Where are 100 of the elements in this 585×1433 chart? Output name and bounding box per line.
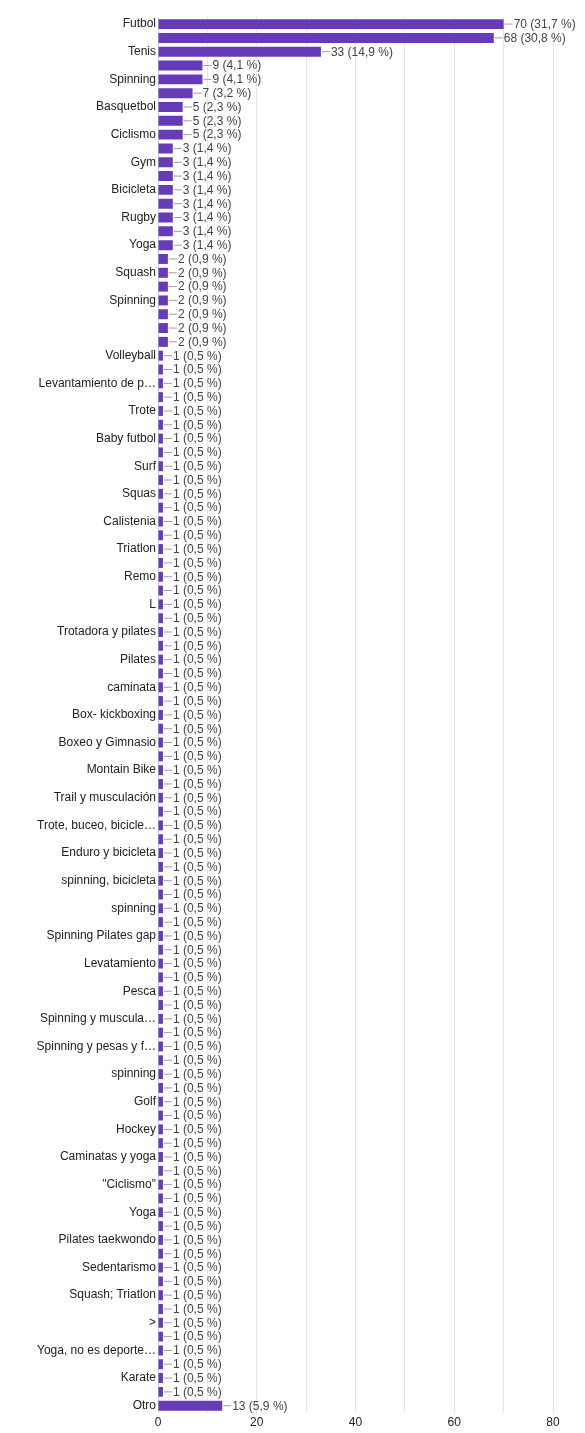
bar [158,1138,163,1149]
y-tick-label: Remo [123,569,157,584]
bar [158,1234,163,1245]
bar [158,1331,163,1342]
y-tick-label: Montain Bike [86,762,157,777]
data-label: 2 (0,9 %) [177,293,227,308]
data-label: 1 (0,5 %) [172,1274,222,1289]
bar [158,1165,163,1176]
data-label: 1 (0,5 %) [172,928,222,943]
y-tick-label: Caminatas y yoga [59,1149,157,1164]
bar [158,1110,163,1121]
data-label: 1 (0,5 %) [172,1191,222,1206]
data-label: 1 (0,5 %) [172,445,222,460]
y-tick-label: Tenis [127,44,156,59]
data-label: 3 (1,4 %) [182,182,232,197]
bar [158,1345,163,1356]
data-label: 1 (0,5 %) [172,348,222,363]
bar [158,903,163,914]
data-label: 1 (0,5 %) [172,1232,222,1247]
bar [158,613,163,624]
bar [158,447,163,458]
x-tick-label: 60 [447,1415,462,1430]
data-label: 1 (0,5 %) [172,376,222,391]
data-label: 1 (0,5 %) [172,1053,222,1068]
bar [158,737,163,748]
data-label: 3 (1,4 %) [182,141,232,156]
data-label: 5 (2,3 %) [192,99,242,114]
data-label: 1 (0,5 %) [172,914,222,929]
y-tick-label: Rugby [121,209,156,224]
data-label: 1 (0,5 %) [172,735,222,750]
data-label: 1 (0,5 %) [172,818,222,833]
bar [158,336,168,347]
bar [158,1262,163,1273]
bar [158,1069,163,1080]
data-label: 1 (0,5 %) [172,1177,222,1192]
bar [158,115,183,126]
bar [158,405,163,416]
y-tick-label: Spinning [109,292,156,307]
data-label: 1 (0,5 %) [172,1163,222,1178]
bar [158,627,163,637]
data-label: 1 (0,5 %) [172,859,222,874]
bar [158,792,163,803]
data-label: 1 (0,5 %) [172,1122,222,1137]
data-label: 1 (0,5 %) [172,528,222,543]
data-label: 1 (0,5 %) [172,749,222,764]
data-label: 5 (2,3 %) [192,113,242,128]
x-tick-label: 80 [546,1415,560,1430]
bar [158,392,163,403]
bar [158,1193,163,1204]
data-label: 3 (1,4 %) [182,224,232,239]
bar [158,267,168,278]
data-label: 1 (0,5 %) [172,942,222,957]
bar [158,1304,163,1314]
y-tick-label: Spinning Pilates gap [46,928,157,943]
bar [158,461,163,472]
y-tick-label: Surf [133,458,157,473]
bar [158,585,163,596]
bar [158,281,168,292]
data-label: 1 (0,5 %) [172,1287,222,1302]
data-label: 9 (4,1 %) [212,58,262,73]
data-label: 1 (0,5 %) [172,403,222,418]
data-label: 1 (0,5 %) [172,583,222,598]
bar [158,709,163,720]
data-label: 2 (0,9 %) [177,279,227,294]
data-label: 1 (0,5 %) [172,997,222,1012]
bar [158,502,163,513]
data-label: 1 (0,5 %) [172,1080,222,1095]
data-label: 2 (0,9 %) [177,251,227,266]
bar [158,557,163,568]
data-label: 1 (0,5 %) [172,1315,222,1330]
bar [158,571,163,582]
data-label: 2 (0,9 %) [177,320,227,335]
data-label: 1 (0,5 %) [172,1301,222,1316]
bar [158,1152,163,1162]
y-tick-label: Yoga [129,1204,157,1219]
data-label: 1 (0,5 %) [172,804,222,819]
data-label: 1 (0,5 %) [172,486,222,501]
data-label: 1 (0,5 %) [172,832,222,847]
y-tick-label: spinning [111,1066,156,1081]
x-tick-label: 40 [348,1415,363,1430]
bar [158,378,163,389]
data-label: 1 (0,5 %) [172,624,222,639]
y-tick-label: caminata [107,679,157,694]
data-label: 2 (0,9 %) [177,265,227,280]
data-label: 1 (0,5 %) [172,652,222,667]
bar [158,60,203,71]
y-tick-label: Spinning [109,71,156,86]
bar [158,1359,163,1370]
data-label: 1 (0,5 %) [172,873,222,888]
bar [158,143,173,154]
data-label: 1 (0,5 %) [172,1218,222,1233]
y-tick-label: Box- kickboxing [71,707,156,722]
data-label: 1 (0,5 %) [172,790,222,805]
y-tick-label: "Ciclismo" [102,1176,156,1191]
data-label: 1 (0,5 %) [172,1108,222,1123]
y-tick-label: Levatamiento [83,955,157,970]
y-tick-label: Yoga [129,237,157,252]
data-label: 1 (0,5 %) [172,693,222,708]
bar [158,930,163,941]
data-label: 1 (0,5 %) [172,555,222,570]
